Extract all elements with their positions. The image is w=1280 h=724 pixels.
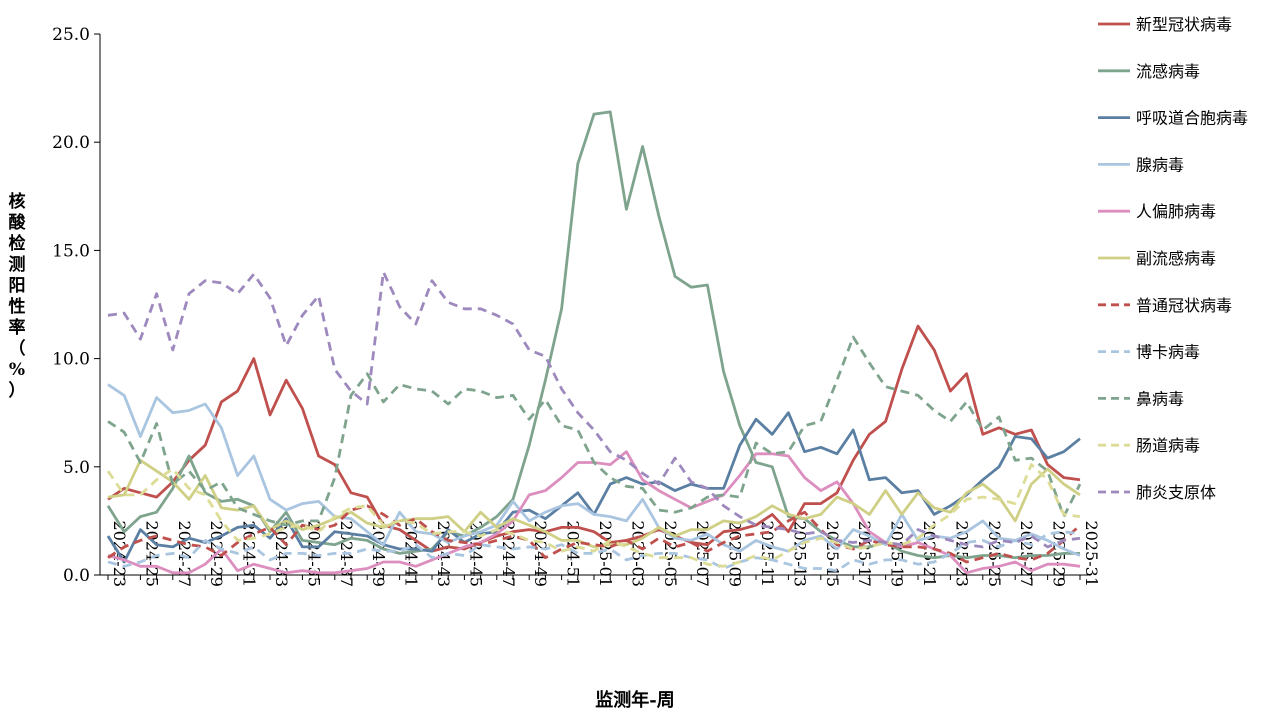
y-tick-label: 10.0 <box>52 350 90 370</box>
series-line <box>107 530 1081 573</box>
series-line <box>107 383 1081 557</box>
legend-label: 博卡病毒 <box>1136 343 1200 362</box>
x-tick-label: 2025-31 <box>1082 521 1101 587</box>
series-line <box>107 324 1081 553</box>
y-axis-title-char: % <box>8 360 26 380</box>
y-tick-label: 25.0 <box>52 25 90 45</box>
legend-label: 肺炎支原体 <box>1136 483 1216 502</box>
y-tick-label: 15.0 <box>52 241 90 261</box>
x-tick-label: 2024-31 <box>240 521 259 587</box>
series-line <box>107 504 1081 564</box>
legend-label: 呼吸道合胞病毒 <box>1136 109 1248 128</box>
y-axis-title-char: （ <box>8 339 26 359</box>
y-axis-title: 核酸检测阳性率（%） <box>6 192 28 402</box>
x-tick-label: 2025-13 <box>790 521 809 587</box>
series-line <box>106 463 1081 568</box>
x-tick-label: 2024-39 <box>369 521 388 587</box>
x-axis-title: 监测年-周 <box>595 690 675 711</box>
x-tick-label: 2024-51 <box>564 521 583 587</box>
legend-label: 人偏肺病毒 <box>1136 202 1216 221</box>
y-tick-label: 5.0 <box>63 458 90 478</box>
legend-label: 肠道病毒 <box>1136 436 1200 455</box>
x-tick-label: 2024-25 <box>142 521 161 587</box>
x-tick-label: 2025-19 <box>888 521 907 587</box>
y-axis-title-char: 测 <box>8 255 26 275</box>
legend-label: 普通冠状病毒 <box>1136 296 1232 315</box>
y-axis-title-char: 率 <box>8 318 26 338</box>
y-tick-label: 20.0 <box>52 133 90 153</box>
legend: 新型冠状病毒流感病毒呼吸道合胞病毒腺病毒人偏肺病毒副流感病毒普通冠状病毒博卡病毒… <box>1098 15 1248 502</box>
y-axis-title-char: 性 <box>8 297 26 317</box>
series-line <box>106 110 1080 560</box>
legend-label: 副流感病毒 <box>1136 249 1216 268</box>
x-tick-label: 2025-23 <box>952 521 971 587</box>
x-tick-label: 2025-03 <box>628 521 647 587</box>
legend-label: 腺病毒 <box>1136 155 1184 174</box>
series-lines <box>106 110 1082 575</box>
y-axis-title-char: 酸 <box>8 213 26 233</box>
x-tick-label: 2025-09 <box>726 521 745 587</box>
y-axis-title-char: 检 <box>8 234 26 254</box>
x-tick-label: 2025-01 <box>596 521 615 587</box>
legend-label: 流感病毒 <box>1136 62 1200 81</box>
y-axis-title-char: 核 <box>8 192 26 212</box>
series-line <box>107 335 1082 527</box>
legend-label: 鼻病毒 <box>1136 389 1184 408</box>
x-tick-label: 2025-11 <box>758 521 777 587</box>
x-tick-label: 2025-27 <box>1017 521 1036 587</box>
y-tick-label: 0.0 <box>63 566 90 586</box>
y-axis-title-char: ） <box>8 381 26 401</box>
x-tick-label: 2024-41 <box>402 521 421 587</box>
x-tick-label: 2024-27 <box>175 521 194 587</box>
series-line <box>107 270 1081 549</box>
x-tick-label: 2025-15 <box>823 521 842 587</box>
legend-label: 新型冠状病毒 <box>1136 15 1232 34</box>
y-axis-title-char: 阳 <box>8 276 26 296</box>
series-line <box>107 458 1081 549</box>
